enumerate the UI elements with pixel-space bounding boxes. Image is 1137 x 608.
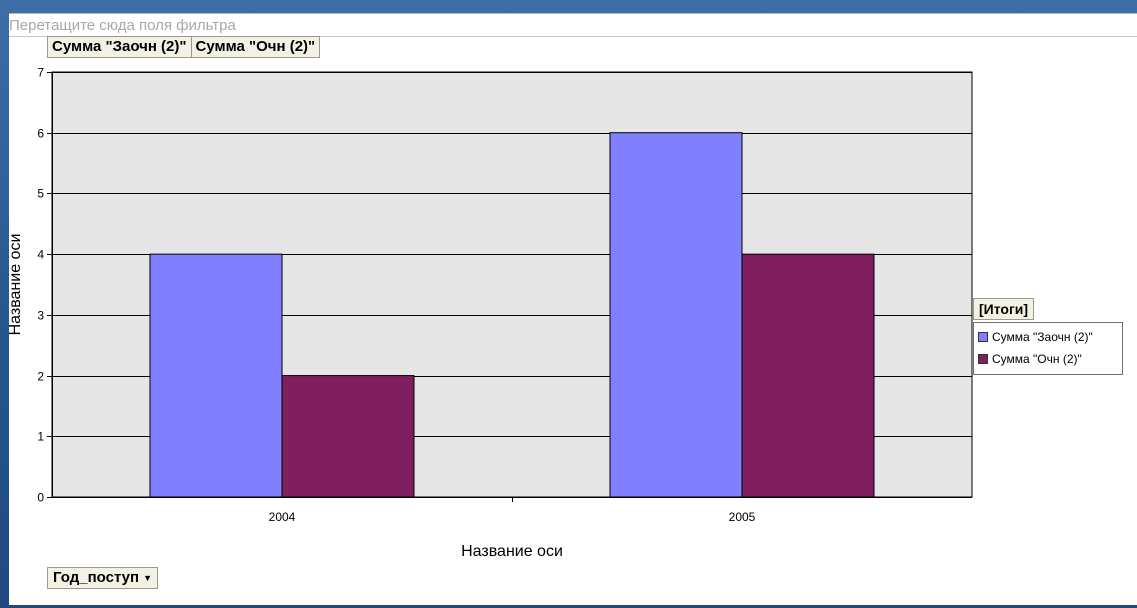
- y-tick-label: 6: [37, 127, 44, 141]
- legend: [Итоги] Сумма "Заочн (2)" Сумма "Очн (2)…: [973, 298, 1123, 375]
- filter-drop-zone[interactable]: Перетащите сюда поля фильтра: [9, 14, 1137, 37]
- category-field-label: Год_поступ: [53, 569, 140, 586]
- y-tick-label: 3: [37, 309, 44, 323]
- y-tick-label: 0: [37, 491, 44, 505]
- legend-label-zaochn: Сумма "Заочн (2)": [992, 330, 1093, 344]
- x-tick-label: 2004: [269, 510, 296, 524]
- legend-title-button[interactable]: [Итоги]: [973, 298, 1035, 320]
- category-field-button[interactable]: Год_поступ ▼: [47, 567, 158, 589]
- y-tick-label: 5: [37, 187, 44, 201]
- legend-item: Сумма "Заочн (2)": [978, 326, 1119, 348]
- y-axis-title: Название оси: [7, 234, 24, 336]
- dropdown-arrow-icon[interactable]: ▼: [143, 573, 152, 584]
- legend-swatch-zaochn: [978, 332, 988, 342]
- series-field-button-ochn[interactable]: Сумма "Очн (2)": [191, 36, 321, 58]
- filter-drop-text: Перетащите сюда поля фильтра: [9, 17, 236, 34]
- bar-1-1: [741, 253, 875, 498]
- y-tick-label: 1: [37, 430, 44, 444]
- series-field-buttons: Сумма "Заочн (2)" Сумма "Очн (2)": [47, 36, 321, 58]
- x-axis-title: Название оси: [461, 543, 563, 560]
- legend-box: Сумма "Заочн (2)" Сумма "Очн (2)": [973, 322, 1123, 375]
- legend-label-ochn: Сумма "Очн (2)": [992, 352, 1082, 366]
- bar-0-0: [149, 253, 283, 498]
- bar-0-1: [609, 132, 743, 498]
- y-tick-label: 4: [37, 248, 44, 262]
- legend-swatch-ochn: [978, 354, 988, 364]
- y-tick-label: 7: [37, 66, 44, 80]
- bar-1-0: [281, 375, 415, 498]
- legend-item: Сумма "Очн (2)": [978, 348, 1119, 370]
- series-field-button-zaochn[interactable]: Сумма "Заочн (2)": [47, 36, 192, 58]
- x-tick-label: 2005: [729, 510, 756, 524]
- y-tick-label: 2: [37, 370, 44, 384]
